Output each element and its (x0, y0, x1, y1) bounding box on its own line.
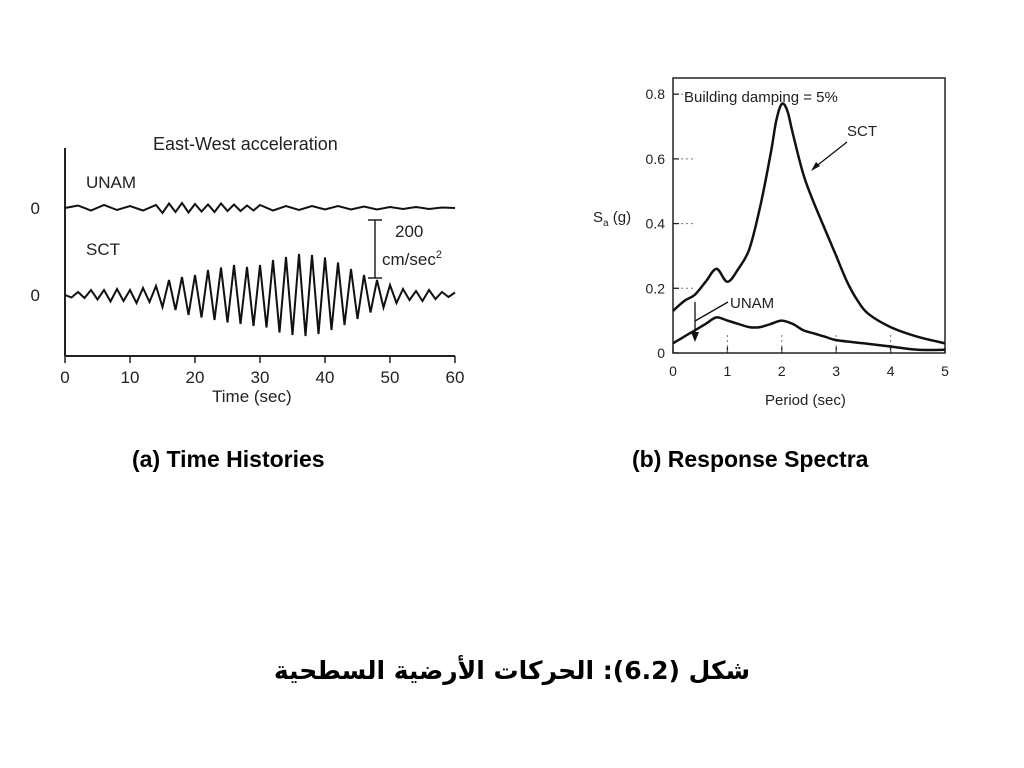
chart-a-x-axis-label: Time (sec) (212, 387, 292, 406)
y-zero-label-sct: 0 (31, 286, 40, 305)
x-tick-label-20: 20 (186, 368, 205, 387)
chart-b-x-axis-label: Period (sec) (765, 392, 846, 409)
response-spectra-chart: Building damping = 5% 0 0.2 0.4 0.6 0.8 0 1 2 3… (585, 70, 965, 420)
figure-caption: شكل (6.2): الحركات الأرضية السطحية (273, 656, 751, 685)
caption-response-spectra: (b) Response Spectra (632, 446, 869, 472)
sct-pointer-arrow (813, 141, 848, 169)
scale-bar-value: 200 (395, 222, 423, 241)
sct-pointer-arrowhead (811, 162, 820, 171)
x-tick-label-0: 0 (60, 368, 69, 387)
series-label-sct: SCT (86, 240, 120, 259)
x-tick-label-2: 2 (778, 363, 786, 379)
x-tick-label-30: 30 (251, 368, 270, 387)
chart-b-title: Building damping = 5% (684, 89, 838, 106)
series-line-unam (64, 201, 456, 215)
unam-pointer-arrow (694, 301, 729, 322)
unam-pointer-arrowhead (691, 332, 699, 342)
y-tick-label-0.8: 0.8 (646, 86, 666, 102)
series-line-sct (64, 253, 456, 337)
y-tick-label-0.6: 0.6 (646, 151, 666, 167)
scale-bar: 200 cm/sec2 (368, 219, 442, 279)
chart-b-y-axis-label: Sa (g) (593, 209, 631, 229)
series-label-unam: UNAM (86, 173, 136, 192)
chart-a-background (20, 120, 480, 420)
x-tick-label-4: 4 (887, 363, 895, 379)
chart-a-title: East-West acceleration (153, 134, 338, 154)
series-line-unam-spectrum (672, 316, 946, 352)
x-tick-label-10: 10 (121, 368, 140, 387)
caption-time-histories: (a) Time Histories (132, 446, 325, 472)
chart-b-plot-frame (672, 77, 946, 354)
x-tick-label-5: 5 (941, 363, 949, 379)
scale-bar-unit: cm/sec2 (382, 249, 442, 269)
y-tick-label-0.4: 0.4 (646, 216, 666, 232)
x-tick-label-40: 40 (316, 368, 335, 387)
series-label-unam-spectrum: UNAM (730, 295, 774, 312)
series-line-sct-spectrum (672, 102, 946, 345)
x-tick-label-0: 0 (669, 363, 677, 379)
y-tick-label-0: 0 (657, 345, 665, 361)
y-tick-label-0.2: 0.2 (646, 280, 666, 296)
x-tick-label-50: 50 (381, 368, 400, 387)
x-tick-label-1: 1 (724, 363, 732, 379)
y-zero-label-unam: 0 (31, 199, 40, 218)
x-tick-label-60: 60 (446, 368, 465, 387)
series-label-sct-spectrum: SCT (847, 123, 877, 140)
x-tick-label-3: 3 (832, 363, 840, 379)
time-histories-chart: East-West acceleration 0 10 20 30 40 50 60 00 … (20, 120, 480, 420)
